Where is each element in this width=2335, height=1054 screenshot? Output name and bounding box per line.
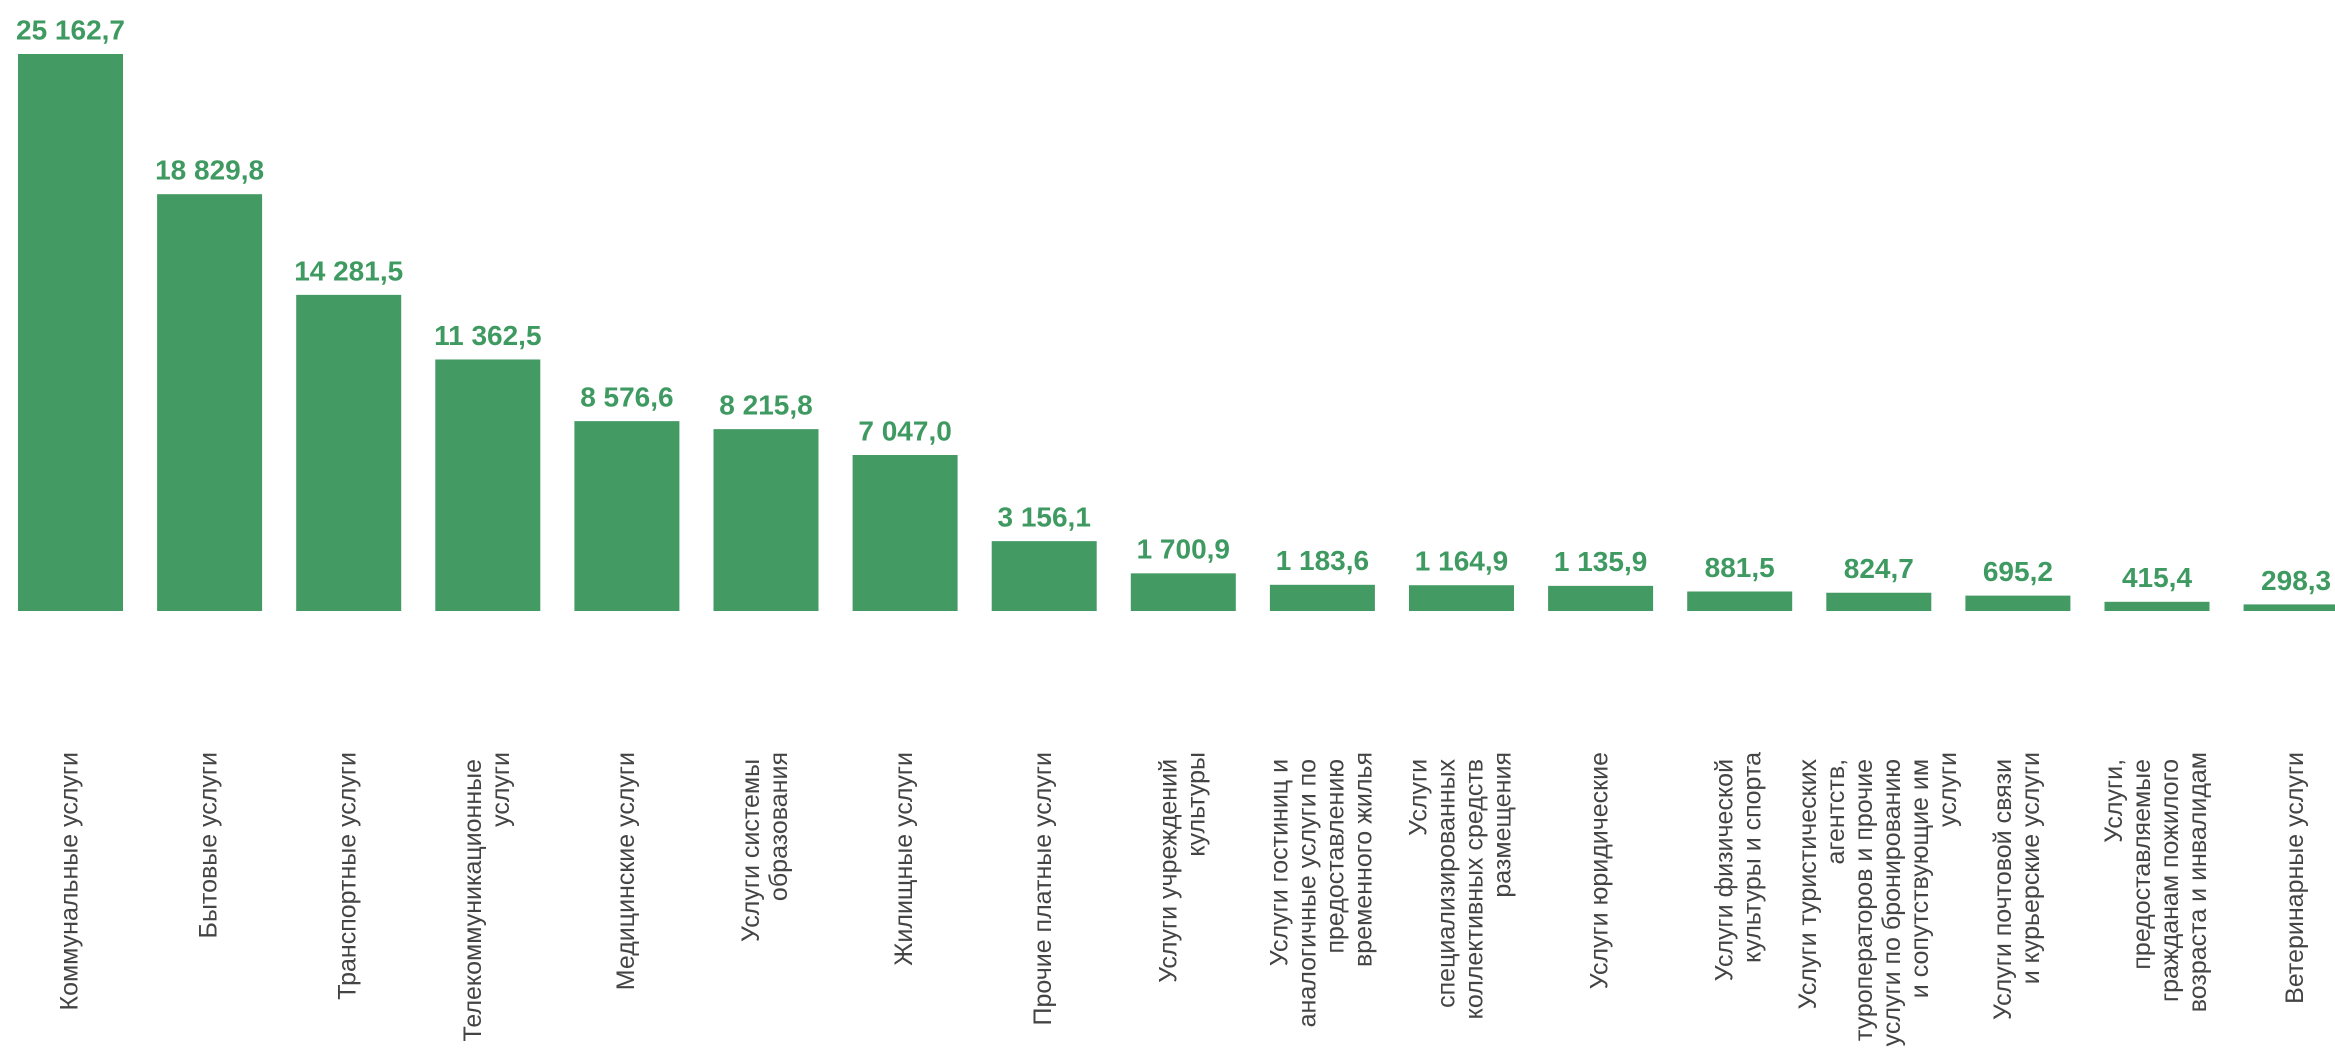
value-label: 7 047,0 (858, 415, 951, 446)
value-label: 881,5 (1705, 552, 1775, 583)
value-label: 415,4 (2122, 562, 2192, 593)
category-label: Услуги туристических агентств, туроперат… (1793, 752, 1961, 1046)
value-label: 1 700,9 (1137, 534, 1230, 565)
bar (18, 54, 123, 611)
bar (852, 455, 958, 611)
value-label: 25 162,7 (16, 14, 125, 45)
category-label: Услуги физической культуры и спорта (1710, 752, 1766, 981)
category-label: Услуги специализированных коллективных с… (1404, 752, 1516, 1019)
value-label: 824,7 (1844, 553, 1914, 584)
bar (713, 429, 819, 611)
value-label: 1 135,9 (1554, 546, 1647, 577)
category-label: Ветеринарные услуги (2281, 752, 2309, 1004)
bar (1269, 584, 1375, 611)
value-label: 18 829,8 (155, 155, 264, 186)
bar (1965, 595, 2071, 611)
category-label: Телекоммуникационные услуги (458, 752, 514, 1042)
category-label: Услуги учреждений культуры (1154, 752, 1210, 983)
bar (435, 359, 541, 611)
category-label: Услуги системы образования (737, 752, 793, 942)
value-label: 3 156,1 (997, 502, 1090, 533)
category-label: Медицинские услуги (612, 752, 640, 990)
value-label: 695,2 (1983, 556, 2053, 587)
bar (574, 421, 680, 611)
bar (1409, 585, 1514, 611)
bar (2243, 604, 2335, 611)
bar (1826, 592, 1932, 611)
category-label: Прочие платные услуги (1029, 752, 1057, 1026)
category-label: Транспортные услуги (333, 752, 361, 1000)
value-label: 14 281,5 (294, 255, 403, 286)
value-label: 298,3 (2261, 565, 2331, 596)
bar (1687, 591, 1793, 611)
bar (2104, 601, 2210, 611)
category-label: Коммунальные услуги (55, 752, 83, 1010)
category-label: Жилищные услуги (890, 752, 918, 966)
bar (157, 194, 263, 611)
value-label: 8 215,8 (719, 390, 812, 421)
value-label: 1 164,9 (1415, 546, 1508, 577)
category-label: Услуги гостиниц и аналогичные услуги по … (1265, 752, 1377, 1027)
bar (991, 541, 1097, 611)
value-label: 11 362,5 (434, 320, 541, 351)
bar (296, 294, 402, 611)
category-label: Услуги юридические (1585, 752, 1613, 989)
bar (1130, 573, 1236, 611)
value-label: 1 183,6 (1276, 545, 1369, 576)
category-label: Бытовые услуги (194, 752, 222, 938)
category-label: Услуги почтовой связи и курьерские услуг… (1989, 752, 2045, 1020)
bar (1548, 585, 1654, 611)
category-label: Услуги, предоставляемые гражданам пожило… (2100, 752, 2212, 1012)
value-label: 8 576,6 (580, 382, 673, 413)
